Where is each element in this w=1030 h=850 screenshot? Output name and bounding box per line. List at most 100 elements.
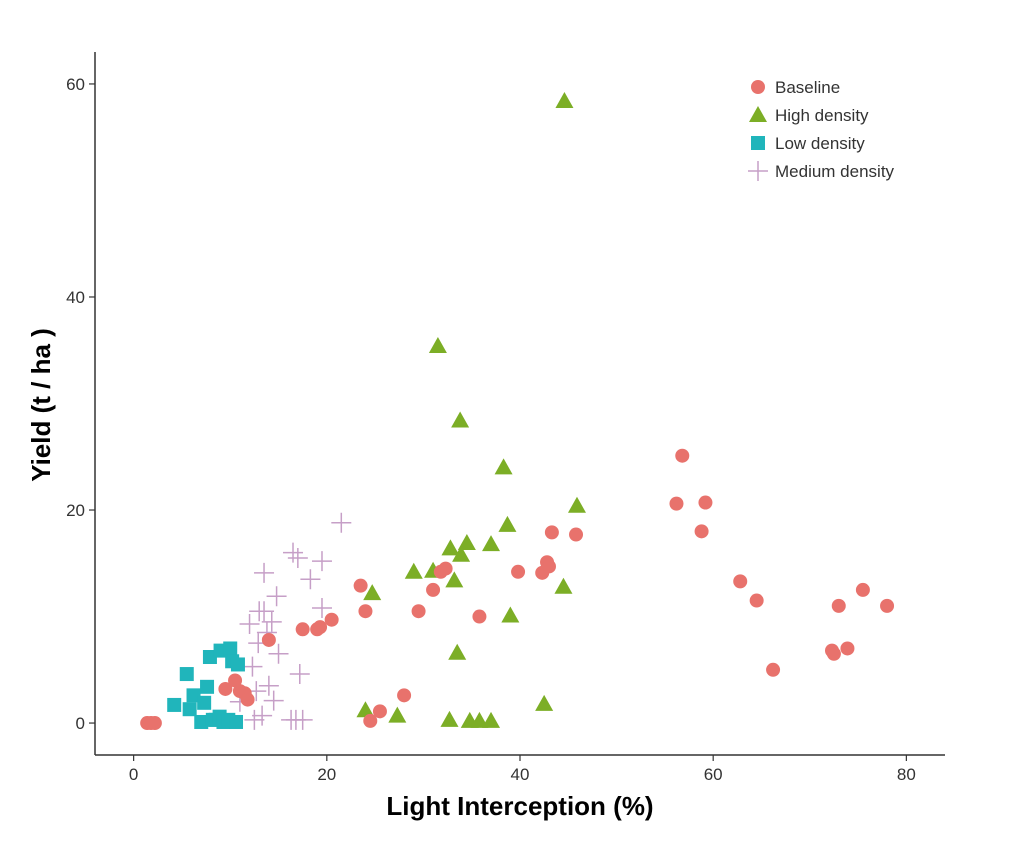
data-point-square xyxy=(182,702,197,717)
series-square xyxy=(167,641,245,729)
legend-label: Low density xyxy=(775,134,865,153)
data-point-triangle xyxy=(554,577,573,594)
legend-item: High density xyxy=(749,106,869,125)
data-point-circle xyxy=(358,604,373,619)
data-point-circle xyxy=(826,646,841,661)
data-point-triangle xyxy=(441,539,460,556)
data-point-circle xyxy=(261,632,276,647)
data-point-triangle xyxy=(388,706,407,723)
data-point-triangle xyxy=(535,694,554,711)
data-point-triangle xyxy=(482,535,501,552)
data-point-circle xyxy=(426,582,441,597)
x-tick-label: 0 xyxy=(129,765,138,784)
data-point-circle xyxy=(675,448,690,463)
data-point-cross xyxy=(254,562,275,583)
data-point-circle xyxy=(240,692,255,707)
data-point-cross xyxy=(252,705,273,726)
data-point-cross xyxy=(311,551,332,572)
data-point-cross xyxy=(300,569,321,590)
legend: Baseline High density Low density Medium de… xyxy=(748,78,895,181)
data-point-circle xyxy=(295,622,310,637)
data-point-triangle xyxy=(555,91,574,108)
data-point-circle xyxy=(669,496,684,511)
data-point-square xyxy=(223,641,238,656)
data-point-circle xyxy=(397,688,412,703)
data-point-triangle xyxy=(428,336,447,353)
x-tick-label: 80 xyxy=(897,765,916,784)
data-point-circle xyxy=(313,620,328,635)
y-tick-label: 0 xyxy=(76,714,85,733)
data-point-triangle xyxy=(457,534,476,551)
data-point-circle xyxy=(324,612,339,627)
y-tick-label: 20 xyxy=(66,501,85,520)
data-point-cross xyxy=(287,547,308,568)
data-point-circle xyxy=(353,578,368,593)
data-point-cross xyxy=(292,709,313,730)
data-point-circle xyxy=(544,525,559,540)
legend-label: High density xyxy=(775,106,869,125)
data-point-triangle xyxy=(567,496,586,513)
x-tick-label: 60 xyxy=(704,765,723,784)
data-point-triangle xyxy=(451,411,470,428)
data-point-cross xyxy=(331,512,352,533)
data-point-triangle xyxy=(440,710,459,727)
data-point-cross xyxy=(242,656,263,677)
data-point-triangle xyxy=(448,643,467,660)
data-point-circle xyxy=(766,662,781,677)
legend-item: Medium density xyxy=(748,161,895,181)
data-point-cross xyxy=(239,613,260,634)
series-circle xyxy=(140,448,895,731)
x-tick-label: 40 xyxy=(511,765,530,784)
data-point-square xyxy=(197,695,212,710)
y-tick-label: 40 xyxy=(66,288,85,307)
data-point-circle xyxy=(831,598,846,613)
data-point-cross xyxy=(268,643,289,664)
data-point-circle xyxy=(372,704,387,719)
data-point-square xyxy=(179,667,194,682)
data-point-circle xyxy=(698,495,713,510)
data-point-circle xyxy=(228,673,243,688)
data-point-circle xyxy=(541,559,556,574)
data-point-square xyxy=(230,657,245,672)
legend-key-circle xyxy=(751,80,765,94)
series-triangle xyxy=(356,91,586,728)
data-point-circle xyxy=(749,593,764,608)
data-point-cross xyxy=(254,601,275,622)
data-point-square xyxy=(200,679,215,694)
data-point-cross xyxy=(244,709,265,730)
data-point-triangle xyxy=(363,584,382,601)
legend-key-square xyxy=(751,136,765,150)
legend-key-triangle xyxy=(749,106,767,122)
legend-label: Baseline xyxy=(775,78,840,97)
data-point-circle xyxy=(411,604,426,619)
data-point-cross xyxy=(311,598,332,619)
data-point-circle xyxy=(438,561,453,576)
data-point-circle xyxy=(218,681,233,696)
data-point-cross xyxy=(261,611,282,632)
data-point-square xyxy=(186,688,201,703)
data-point-square xyxy=(167,697,182,712)
data-point-triangle xyxy=(356,701,375,718)
data-point-circle xyxy=(147,716,162,731)
legend-label: Medium density xyxy=(775,162,895,181)
y-axis-title: Yield (t / ha ) xyxy=(26,328,56,482)
data-point-triangle xyxy=(470,711,489,728)
data-points xyxy=(140,91,895,731)
x-ticks: 0 20 40 60 80 xyxy=(129,755,916,784)
data-point-cross xyxy=(258,675,279,696)
x-axis-title: Light Interception (%) xyxy=(386,791,653,821)
y-tick-label: 60 xyxy=(66,75,85,94)
data-point-cross xyxy=(289,664,310,685)
data-point-circle xyxy=(840,641,855,656)
data-point-circle xyxy=(472,609,487,624)
data-point-circle xyxy=(855,582,870,597)
data-point-circle xyxy=(694,524,709,539)
y-ticks: 0 20 40 60 xyxy=(66,75,95,733)
data-point-circle xyxy=(733,574,748,589)
data-point-triangle xyxy=(404,562,423,579)
legend-item: Low density xyxy=(751,134,865,153)
data-point-triangle xyxy=(501,606,520,623)
data-point-circle xyxy=(363,713,378,728)
data-point-cross xyxy=(283,542,304,563)
